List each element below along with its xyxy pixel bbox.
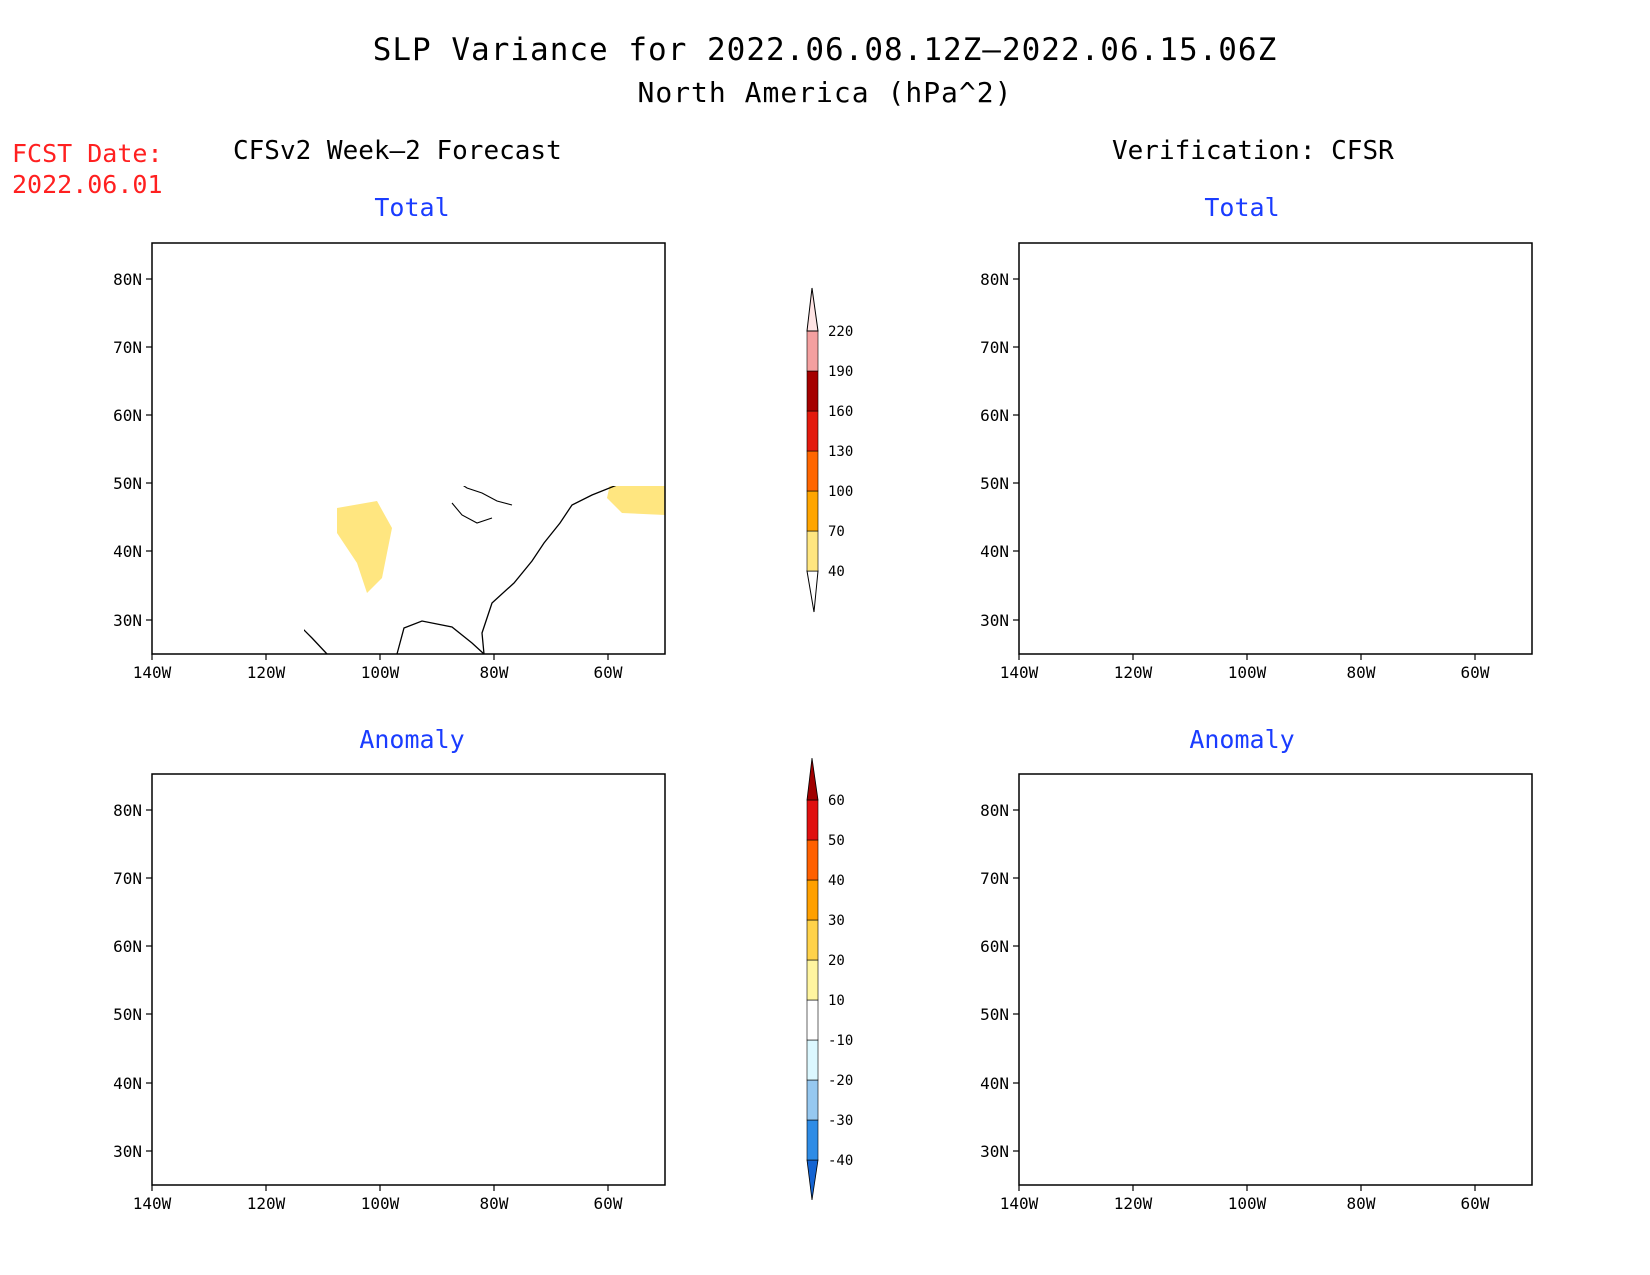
anomaly-colorbar-segment (806, 879, 819, 921)
lat-label: 80N (113, 270, 142, 289)
lat-label: 50N (980, 474, 1009, 493)
lon-label: 60W (1461, 1194, 1490, 1213)
total-colorbar-top (806, 287, 819, 332)
anomaly-colorbar-segment (806, 839, 819, 881)
verification-anomaly-map (1018, 773, 1533, 1186)
forecast-column-title: CFSv2 Week–2 Forecast (233, 136, 562, 166)
lat-label: 40N (113, 1074, 142, 1093)
verification-total-title: Total (1204, 193, 1280, 222)
anomaly-colorbar: -40 -30 -20 -10 10 20 30 40 50 60 (806, 757, 853, 1201)
total-colorbar-segment (806, 450, 819, 492)
main-title: SLP Variance for 2022.06.08.12Z–2022.06.… (372, 32, 1278, 68)
lon-label: 100W (1228, 663, 1267, 682)
lon-label: 120W (1114, 663, 1153, 682)
anomaly-colorbar-label: 40 (828, 873, 845, 889)
lon-label: 100W (1228, 1194, 1267, 1213)
forecast-total-title: Total (374, 193, 450, 222)
total-colorbar-segment (806, 370, 819, 412)
anomaly-colorbar-top (806, 757, 819, 801)
total-colorbar-segment (806, 530, 819, 572)
lon-label: 60W (594, 663, 623, 682)
lat-label: 80N (980, 801, 1009, 820)
total-colorbar-label: 70 (828, 524, 845, 540)
anomaly-colorbar-label: -30 (828, 1113, 853, 1129)
lat-label: 80N (980, 270, 1009, 289)
total-colorbar-label: 220 (828, 324, 853, 340)
anomaly-colorbar-segment (806, 919, 819, 961)
total-colorbar-segment (806, 490, 819, 532)
total-colorbar-label: 130 (828, 444, 853, 460)
total-colorbar-segment (806, 330, 819, 372)
lat-label: 70N (113, 869, 142, 888)
total-colorbar-label: 190 (828, 364, 853, 380)
lat-label: 60N (980, 406, 1009, 425)
lon-label: 80W (480, 1194, 509, 1213)
lat-label: 70N (980, 869, 1009, 888)
anomaly-colorbar-label: 30 (828, 913, 845, 929)
anomaly-colorbar-label: 60 (828, 793, 845, 809)
anomaly-colorbar-segment (806, 1039, 819, 1081)
anomaly-colorbar-label: 50 (828, 833, 845, 849)
fcst-date-block: FCST Date: 2022.06.01 (12, 138, 163, 200)
lon-label: 80W (480, 663, 509, 682)
lon-label: 100W (361, 663, 400, 682)
verification-column-title: Verification: CFSR (1112, 136, 1394, 166)
verification-anomaly-title: Anomaly (1189, 725, 1295, 754)
lat-label: 70N (980, 338, 1009, 357)
lat-label: 40N (980, 542, 1009, 561)
lat-label: 30N (113, 611, 142, 630)
anomaly-colorbar-label: -10 (828, 1033, 853, 1049)
lat-label: 50N (113, 474, 142, 493)
lat-label: 60N (980, 937, 1009, 956)
forecast-anomaly-map (151, 773, 666, 1186)
lon-label: 100W (361, 1194, 400, 1213)
lon-label: 140W (133, 1194, 172, 1213)
lat-label: 60N (113, 937, 142, 956)
lat-label: 60N (113, 406, 142, 425)
lon-label: 80W (1347, 1194, 1376, 1213)
verification-total-map (1018, 242, 1533, 655)
lat-label: 30N (980, 611, 1009, 630)
lon-label: 140W (1000, 1194, 1039, 1213)
lon-label: 120W (247, 1194, 286, 1213)
main-subtitle: North America (hPa^2) (637, 76, 1013, 109)
lat-label: 50N (980, 1005, 1009, 1024)
lon-label: 140W (133, 663, 172, 682)
total-colorbar: 40 70 100 130 160 190 220 (806, 287, 853, 613)
anomaly-colorbar-label: 20 (828, 953, 845, 969)
anomaly-colorbar-segment (806, 999, 819, 1041)
lon-label: 120W (247, 663, 286, 682)
lat-label: 30N (113, 1142, 142, 1161)
anomaly-colorbar-segment (806, 959, 819, 1001)
lon-label: 60W (1461, 663, 1490, 682)
lon-label: 80W (1347, 663, 1376, 682)
lat-label: 80N (113, 801, 142, 820)
lon-label: 140W (1000, 663, 1039, 682)
lon-label: 60W (594, 1194, 623, 1213)
lat-label: 30N (980, 1142, 1009, 1161)
total-colorbar-label: 40 (828, 564, 845, 580)
anomaly-colorbar-bottom (806, 1159, 819, 1201)
fcst-date-value: 2022.06.01 (12, 170, 163, 199)
lat-label: 50N (113, 1005, 142, 1024)
lon-label: 120W (1114, 1194, 1153, 1213)
forecast-total-map (151, 242, 666, 655)
anomaly-colorbar-segment (806, 799, 819, 841)
anomaly-colorbar-label: 10 (828, 993, 845, 1009)
lat-label: 40N (113, 542, 142, 561)
forecast-anomaly-title: Anomaly (359, 725, 465, 754)
axis-ticks (146, 278, 1476, 1191)
total-colorbar-label: 160 (828, 404, 853, 420)
anomaly-colorbar-segment (806, 1119, 819, 1161)
anomaly-colorbar-label: -40 (828, 1153, 853, 1169)
total-colorbar-label: 100 (828, 484, 853, 500)
lat-label: 40N (980, 1074, 1009, 1093)
fcst-date-label: FCST Date: (12, 139, 163, 168)
anomaly-colorbar-segment (806, 1079, 819, 1121)
lat-label: 70N (113, 338, 142, 357)
total-colorbar-segment (806, 410, 819, 452)
anomaly-colorbar-label: -20 (828, 1073, 853, 1089)
